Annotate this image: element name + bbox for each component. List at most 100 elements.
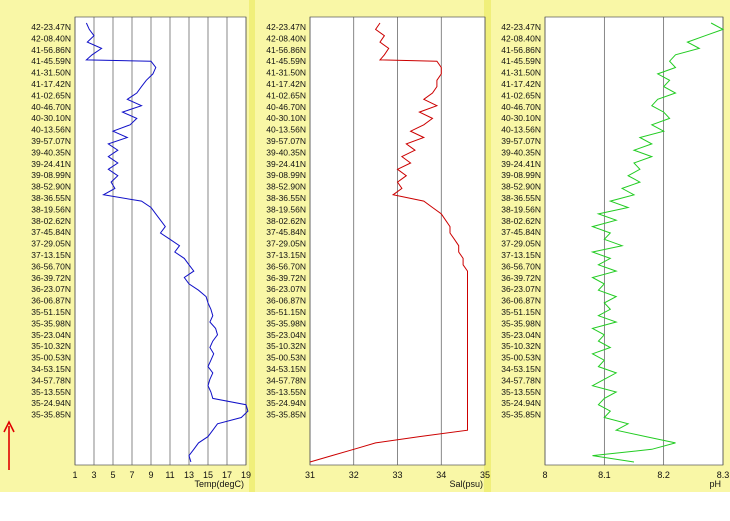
latitude-label: 35-35.85N — [266, 410, 306, 420]
latitude-label: 38-02.62N — [266, 216, 306, 226]
panel-separator — [484, 0, 491, 492]
latitude-label: 35-13.55N — [31, 387, 71, 397]
latitude-label: 35-13.55N — [501, 387, 541, 397]
latitude-label: 42-23.47N — [31, 22, 71, 32]
latitude-label: 38-02.62N — [31, 216, 71, 226]
latitude-label: 35-00.53N — [501, 353, 541, 363]
latitude-label: 39-24.41N — [501, 159, 541, 169]
latitude-label: 37-29.05N — [501, 239, 541, 249]
latitude-label: 38-36.55N — [501, 193, 541, 203]
latitude-label: 38-02.62N — [501, 216, 541, 226]
latitude-label: 36-56.70N — [266, 261, 306, 271]
latitude-label: 35-35.85N — [501, 410, 541, 420]
latitude-label: 35-00.53N — [31, 353, 71, 363]
latitude-label: 40-30.10N — [266, 113, 306, 123]
x-tick-label: 33 — [392, 470, 402, 480]
latitude-label: 41-17.42N — [501, 79, 541, 89]
profile-line — [309, 22, 468, 463]
latitude-label: 36-23.07N — [266, 284, 306, 294]
latitude-label: 41-02.65N — [31, 90, 71, 100]
latitude-label: 36-56.70N — [31, 261, 71, 271]
profile-line — [85, 22, 249, 463]
latitude-label: 40-46.70N — [266, 102, 306, 112]
x-tick-label: 32 — [349, 470, 359, 480]
latitude-label: 36-56.70N — [501, 261, 541, 271]
x-tick-label: 5 — [110, 470, 115, 480]
x-tick-label: 34 — [436, 470, 446, 480]
latitude-label: 37-13.15N — [31, 250, 71, 260]
x-tick-label: 8.3 — [717, 470, 730, 480]
plot-area — [75, 17, 246, 465]
latitude-label: 42-08.40N — [266, 33, 306, 43]
latitude-label: 40-30.10N — [501, 113, 541, 123]
x-axis-title: Sal(psu) — [449, 479, 483, 489]
latitude-label: 35-35.98N — [266, 318, 306, 328]
latitude-label: 36-06.87N — [266, 296, 306, 306]
plot-area — [545, 17, 723, 465]
latitude-label: 38-19.56N — [31, 204, 71, 214]
latitude-label: 38-52.90N — [31, 182, 71, 192]
latitude-label: 37-13.15N — [266, 250, 306, 260]
x-tick-label: 8.1 — [598, 470, 611, 480]
latitude-label: 40-13.56N — [31, 125, 71, 135]
latitude-label: 35-23.04N — [31, 330, 71, 340]
latitude-label: 39-08.99N — [501, 170, 541, 180]
chart-panel: 1 3 5 7 9 11 13 15 17 19Temp(degC)42-23.47N42-08.… — [31, 16, 251, 489]
latitude-label: 35-10.32N — [501, 341, 541, 351]
latitude-label: 34-53.15N — [266, 364, 306, 374]
latitude-label: 39-40.35N — [31, 147, 71, 157]
x-tick-label: 35 — [480, 470, 490, 480]
latitude-label: 37-45.84N — [31, 227, 71, 237]
latitude-label: 39-08.99N — [31, 170, 71, 180]
x-tick-label: 1 — [72, 470, 77, 480]
latitude-label: 41-56.86N — [266, 45, 306, 55]
latitude-label: 41-17.42N — [31, 79, 71, 89]
latitude-label: 36-23.07N — [501, 284, 541, 294]
latitude-label: 35-24.94N — [501, 398, 541, 408]
latitude-label: 39-57.07N — [501, 136, 541, 146]
x-tick-label: 11 — [165, 470, 174, 480]
latitude-label: 35-35.98N — [31, 318, 71, 328]
latitude-label: 36-39.72N — [31, 273, 71, 283]
latitude-label: 41-17.42N — [266, 79, 306, 89]
x-tick-label: 13 — [184, 470, 194, 480]
latitude-label: 35-24.94N — [31, 398, 71, 408]
latitude-label: 38-19.56N — [266, 204, 306, 214]
latitude-label: 41-02.65N — [266, 90, 306, 100]
plot-frame — [309, 16, 486, 466]
latitude-label: 35-23.04N — [266, 330, 306, 340]
latitude-label: 42-08.40N — [501, 33, 541, 43]
latitude-label: 34-53.15N — [501, 364, 541, 374]
latitude-label: 35-13.55N — [266, 387, 306, 397]
x-tick-label: 17 — [222, 470, 232, 480]
x-tick-label: 8.2 — [657, 470, 670, 480]
latitude-label: 41-31.50N — [31, 68, 71, 78]
latitude-label: 40-30.10N — [31, 113, 71, 123]
latitude-label: 37-29.05N — [31, 239, 71, 249]
x-tick-label: 3 — [91, 470, 96, 480]
latitude-label: 40-46.70N — [31, 102, 71, 112]
latitude-label: 35-51.15N — [266, 307, 306, 317]
x-tick-label: 9 — [148, 470, 153, 480]
latitude-label: 34-57.78N — [266, 375, 306, 385]
latitude-label: 35-00.53N — [266, 353, 306, 363]
latitude-label: 36-06.87N — [501, 296, 541, 306]
latitude-label: 35-51.15N — [31, 307, 71, 317]
plot-frame — [544, 16, 724, 466]
latitude-label: 41-31.50N — [266, 68, 306, 78]
latitude-label: 40-13.56N — [266, 125, 306, 135]
latitude-label: 41-45.59N — [31, 56, 71, 66]
x-tick-label: 15 — [203, 470, 213, 480]
profile-line — [590, 22, 725, 463]
latitude-label: 39-57.07N — [31, 136, 71, 146]
latitude-label: 41-45.59N — [501, 56, 541, 66]
latitude-label: 42-23.47N — [501, 22, 541, 32]
latitude-label: 38-52.90N — [501, 182, 541, 192]
panel-separator — [249, 0, 255, 492]
x-tick-label: 8 — [542, 470, 547, 480]
latitude-label: 38-36.55N — [31, 193, 71, 203]
latitude-label: 35-10.32N — [266, 341, 306, 351]
latitude-label: 41-31.50N — [501, 68, 541, 78]
